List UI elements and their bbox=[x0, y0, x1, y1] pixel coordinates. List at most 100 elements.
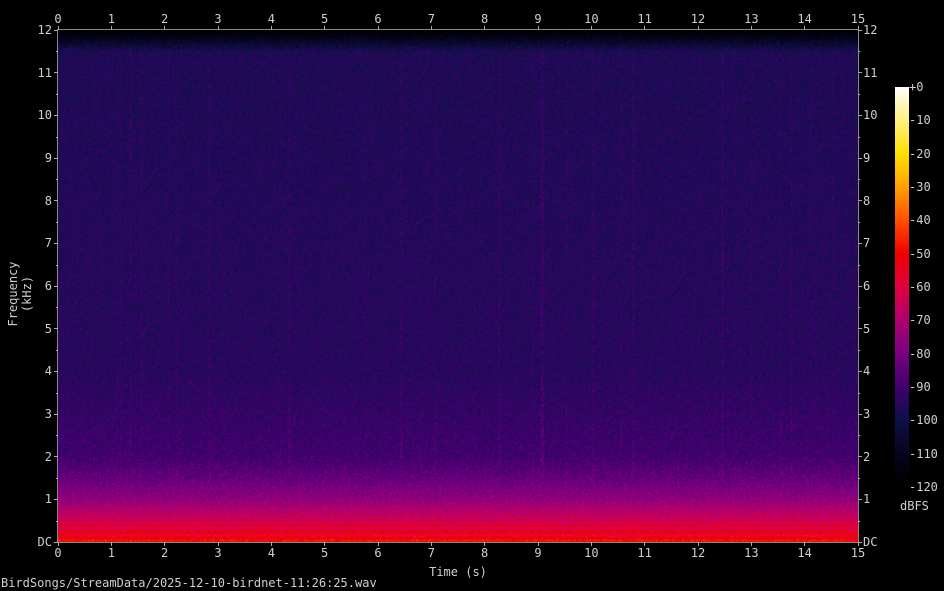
x-tick-label-top: 3 bbox=[214, 12, 222, 26]
y-minor-tick-right bbox=[858, 435, 860, 437]
y-tick-label-left: 2 bbox=[44, 449, 52, 464]
x-axis-label: Time (s) bbox=[429, 565, 487, 579]
x-tick-bottom bbox=[590, 542, 592, 546]
x-tick-label-bottom: 15 bbox=[850, 546, 866, 560]
y-tick-left bbox=[54, 114, 58, 116]
x-tick-bottom bbox=[270, 542, 272, 546]
x-tick-bottom bbox=[644, 542, 646, 546]
x-tick-label-top: 9 bbox=[534, 12, 542, 26]
y-tick-label-left: 5 bbox=[44, 321, 52, 336]
x-tick-top bbox=[324, 26, 326, 30]
x-tick-label-bottom: 7 bbox=[427, 546, 435, 560]
colorbar-tick-label: -30 bbox=[909, 180, 931, 194]
x-tick-label-top: 11 bbox=[637, 12, 652, 26]
x-tick-label-bottom: 13 bbox=[744, 546, 759, 560]
x-tick-bottom bbox=[537, 542, 539, 546]
y-minor-tick-right bbox=[858, 520, 860, 522]
x-tick-label-top: 4 bbox=[267, 12, 275, 26]
y-minor-tick-left bbox=[56, 136, 58, 138]
x-tick-label-bottom: 0 bbox=[54, 546, 62, 560]
x-tick-top bbox=[697, 26, 699, 30]
x-tick-bottom bbox=[164, 542, 166, 546]
y-tick-right bbox=[858, 413, 862, 415]
y-tick-left bbox=[54, 413, 58, 415]
y-minor-tick-left bbox=[56, 350, 58, 351]
y-minor-tick-left bbox=[56, 307, 58, 309]
x-tick-bottom bbox=[377, 542, 379, 546]
y-minor-tick-left bbox=[56, 94, 58, 95]
y-minor-tick-right bbox=[858, 136, 860, 138]
x-tick-label-bottom: 6 bbox=[374, 546, 382, 560]
x-tick-top bbox=[644, 26, 646, 30]
x-tick-bottom bbox=[750, 542, 752, 546]
x-tick-bottom bbox=[484, 542, 486, 546]
colorbar-tick-label: +0 bbox=[909, 80, 924, 94]
colorbar-tick-label: -10 bbox=[909, 113, 931, 128]
y-tick-left bbox=[54, 370, 58, 372]
x-tick-bottom bbox=[324, 542, 326, 546]
x-tick-label-top: 15 bbox=[850, 12, 866, 26]
x-tick-label-bottom: 5 bbox=[321, 546, 329, 560]
y-minor-tick-right bbox=[858, 350, 860, 351]
y-tick-left bbox=[54, 200, 58, 202]
y-tick-left bbox=[54, 541, 58, 543]
x-tick-top bbox=[857, 26, 859, 30]
x-tick-bottom bbox=[57, 542, 59, 546]
y-minor-tick-left bbox=[56, 392, 58, 394]
y-minor-tick-right bbox=[858, 392, 860, 394]
y-minor-tick-right bbox=[858, 94, 860, 95]
y-tick-label-right: 10 bbox=[863, 108, 878, 123]
colorbar-tick-label: -20 bbox=[909, 146, 931, 161]
y-tick-label-left: 12 bbox=[37, 23, 52, 37]
x-tick-label-bottom: 10 bbox=[584, 546, 599, 560]
x-tick-bottom bbox=[110, 542, 112, 546]
y-tick-left bbox=[54, 456, 58, 458]
y-tick-left bbox=[54, 157, 58, 159]
x-tick-label-bottom: 3 bbox=[214, 546, 222, 560]
x-tick-top bbox=[750, 26, 752, 30]
colorbar-label: dBFS bbox=[900, 499, 929, 513]
y-tick-label-right: 12 bbox=[863, 23, 878, 37]
y-tick-right bbox=[858, 157, 862, 159]
y-tick-right bbox=[858, 242, 862, 244]
y-tick-label-right: 8 bbox=[863, 193, 871, 208]
y-minor-tick-left bbox=[56, 435, 58, 437]
x-tick-label-bottom: 1 bbox=[107, 546, 115, 560]
y-tick-right bbox=[858, 456, 862, 458]
y-tick-label-right: 7 bbox=[863, 236, 871, 251]
colorbar-tick-label: -120 bbox=[909, 480, 938, 494]
y-minor-tick-right bbox=[858, 51, 860, 53]
x-tick-label-top: 13 bbox=[744, 12, 759, 26]
y-tick-right bbox=[858, 29, 862, 31]
y-tick-right bbox=[858, 498, 862, 500]
y-tick-left bbox=[54, 29, 58, 31]
colorbar bbox=[895, 87, 909, 487]
x-tick-bottom bbox=[697, 542, 699, 546]
y-tick-right bbox=[858, 114, 862, 116]
y-tick-label-right: 4 bbox=[863, 364, 871, 379]
y-minor-tick-left bbox=[56, 179, 58, 181]
colorbar-tick-label: -70 bbox=[909, 313, 931, 328]
colorbar-tick-label: -100 bbox=[909, 413, 938, 428]
y-minor-tick-right bbox=[858, 478, 860, 479]
x-tick-top bbox=[804, 26, 806, 30]
colorbar-tick-label: -50 bbox=[909, 246, 931, 261]
colorbar-tick-label: -40 bbox=[909, 213, 931, 228]
y-tick-label-left: 9 bbox=[44, 151, 52, 165]
x-tick-label-top: 6 bbox=[374, 12, 382, 26]
spectrogram-heatmap bbox=[58, 30, 858, 542]
x-tick-top bbox=[164, 26, 166, 30]
x-tick-label-top: 10 bbox=[584, 12, 599, 26]
y-tick-label-right: 11 bbox=[863, 65, 878, 80]
y-tick-label-left: 11 bbox=[37, 65, 52, 80]
y-tick-label-right: 3 bbox=[863, 407, 871, 421]
x-tick-label-top: 2 bbox=[161, 12, 169, 26]
x-tick-label-top: 8 bbox=[481, 12, 489, 26]
x-tick-label-top: 5 bbox=[321, 12, 329, 26]
x-tick-label-top: 7 bbox=[427, 12, 435, 26]
y-tick-label-right: 6 bbox=[863, 279, 871, 293]
colorbar-tick-label: -60 bbox=[909, 280, 931, 294]
x-tick-top bbox=[57, 26, 59, 30]
x-tick-label-top: 12 bbox=[690, 12, 706, 26]
y-tick-label-right: 5 bbox=[863, 321, 871, 336]
